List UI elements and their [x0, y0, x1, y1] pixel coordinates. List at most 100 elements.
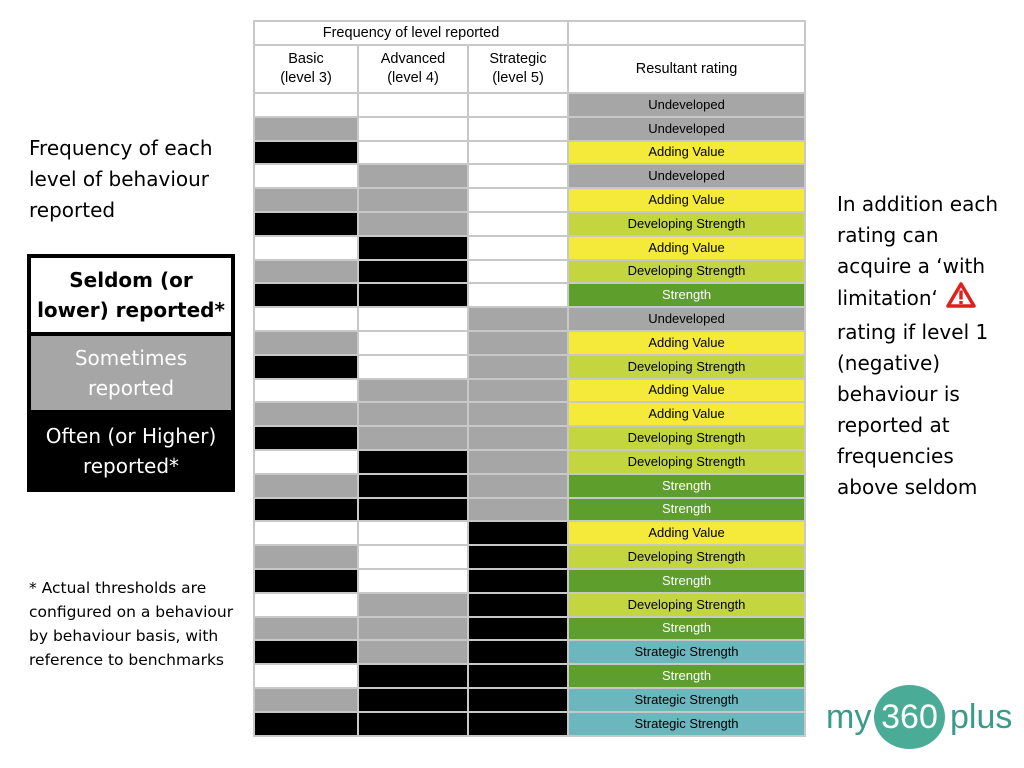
- level-cell-advanced: [357, 139, 469, 166]
- level-cell-strategic: [466, 306, 570, 332]
- level-cell-strategic: [466, 139, 570, 166]
- level-cell-basic: [253, 615, 359, 642]
- level-cell-advanced: [357, 567, 469, 594]
- table-row: Adding Value: [253, 401, 807, 428]
- level-cell-basic: [253, 686, 359, 713]
- legend-seldom: Seldom (or lower) reported*: [31, 258, 231, 332]
- limitation-note: In addition each rating can acquire a ‘w…: [837, 189, 1017, 503]
- level-cell-advanced: [357, 115, 469, 142]
- table-row: Strategic Strength: [253, 686, 807, 713]
- level-cell-basic: [253, 115, 359, 142]
- table-row: Undeveloped: [253, 163, 807, 190]
- level-cell-strategic: [466, 353, 570, 380]
- level-cell-advanced: [357, 187, 469, 213]
- level-cell-basic: [253, 710, 359, 737]
- table-row: Strength: [253, 615, 807, 642]
- level-cell-basic: [253, 234, 359, 261]
- level-cell-strategic: [466, 258, 570, 285]
- rating-cell: Strength: [567, 615, 807, 642]
- table-row: Developing Strength: [253, 353, 807, 380]
- level-cell-basic: [253, 520, 359, 547]
- level-cell-advanced: [357, 401, 469, 428]
- level-cell-advanced: [357, 377, 469, 404]
- level-cell-basic: [253, 472, 359, 499]
- blank-header: [567, 20, 807, 46]
- level-cell-basic: [253, 282, 359, 309]
- level-cell-strategic: [466, 115, 570, 142]
- warning-triangle-icon: [946, 282, 976, 317]
- legend-often: Often (or Higher) reported*: [31, 414, 231, 488]
- table-row: Strength: [253, 472, 807, 499]
- level-cell-basic: [253, 425, 359, 451]
- level-cell-strategic: [466, 520, 570, 547]
- rating-cell: Developing Strength: [567, 353, 807, 380]
- column-header-basic: Basic (level 3): [253, 44, 359, 94]
- level-cell-basic: [253, 139, 359, 166]
- level-cell-strategic: [466, 425, 570, 451]
- table-row: Developing Strength: [253, 591, 807, 618]
- rating-cell: Developing Strength: [567, 258, 807, 285]
- table-row: Strength: [253, 496, 807, 523]
- rating-cell: Strategic Strength: [567, 639, 807, 666]
- level-cell-advanced: [357, 306, 469, 332]
- level-cell-advanced: [357, 163, 469, 190]
- level-cell-advanced: [357, 425, 469, 451]
- level-cell-advanced: [357, 92, 469, 118]
- table-row: Adding Value: [253, 234, 807, 261]
- rating-cell: Developing Strength: [567, 591, 807, 618]
- table-row: Developing Strength: [253, 425, 807, 451]
- level-cell-basic: [253, 92, 359, 118]
- table-row: Developing Strength: [253, 258, 807, 285]
- rating-matrix: Frequency of level reported Basic (level …: [252, 20, 807, 737]
- level-cell-strategic: [466, 163, 570, 190]
- rating-cell: Developing Strength: [567, 544, 807, 570]
- frequency-heading: Frequency of each level of behaviour rep…: [29, 136, 213, 222]
- rating-cell: Strength: [567, 663, 807, 689]
- level-cell-advanced: [357, 544, 469, 570]
- limitation-note-part2: rating if level 1 (negative) behaviour i…: [837, 320, 989, 499]
- level-cell-basic: [253, 544, 359, 570]
- table-row: Developing Strength: [253, 210, 807, 237]
- rating-cell: Strategic Strength: [567, 686, 807, 713]
- level-cell-basic: [253, 258, 359, 285]
- level-cell-strategic: [466, 401, 570, 428]
- table-row: Adding Value: [253, 329, 807, 356]
- rating-cell: Adding Value: [567, 401, 807, 428]
- table-row: Developing Strength: [253, 448, 807, 475]
- level-cell-advanced: [357, 639, 469, 666]
- level-cell-basic: [253, 377, 359, 404]
- table-row: Strategic Strength: [253, 710, 807, 737]
- logo-circle: [874, 685, 945, 749]
- logo-plus-text: plus: [950, 698, 1013, 736]
- level-cell-strategic: [466, 472, 570, 499]
- level-cell-basic: [253, 163, 359, 190]
- level-cell-strategic: [466, 448, 570, 475]
- level-cell-strategic: [466, 686, 570, 713]
- level-cell-basic: [253, 210, 359, 237]
- table-row: Adding Value: [253, 187, 807, 213]
- level-cell-advanced: [357, 591, 469, 618]
- table-row: Strength: [253, 567, 807, 594]
- level-cell-strategic: [466, 234, 570, 261]
- rating-cell: Developing Strength: [567, 210, 807, 237]
- level-cell-basic: [253, 306, 359, 332]
- level-cell-advanced: [357, 710, 469, 737]
- level-cell-strategic: [466, 567, 570, 594]
- level-cell-advanced: [357, 448, 469, 475]
- level-cell-advanced: [357, 686, 469, 713]
- level-cell-advanced: [357, 258, 469, 285]
- logo-360-text: 360: [881, 698, 938, 736]
- table-row: Undeveloped: [253, 92, 807, 118]
- table-row: Undeveloped: [253, 115, 807, 142]
- table-row: Adding Value: [253, 377, 807, 404]
- level-cell-basic: [253, 639, 359, 666]
- level-cell-advanced: [357, 210, 469, 237]
- level-cell-advanced: [357, 329, 469, 356]
- level-cell-advanced: [357, 663, 469, 689]
- rating-cell: Adding Value: [567, 520, 807, 547]
- table-row: Undeveloped: [253, 306, 807, 332]
- table-row: Strength: [253, 663, 807, 689]
- level-cell-strategic: [466, 187, 570, 213]
- column-header-strategic: Strategic (level 5): [466, 44, 570, 94]
- my360plus-logo: my 360 plus: [826, 684, 1020, 750]
